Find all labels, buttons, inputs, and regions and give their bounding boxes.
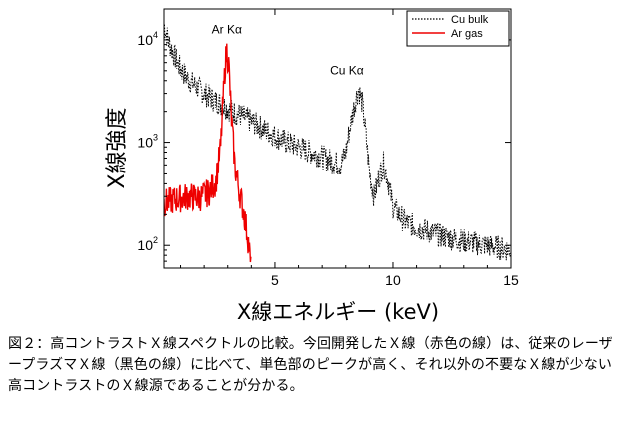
x-axis-label: X線エネルギー (keV) bbox=[237, 300, 439, 324]
y-tick-label: 103 bbox=[137, 133, 158, 151]
annotations: Ar Kα Cu Kα bbox=[212, 23, 364, 78]
x-tick-label: 10 bbox=[385, 272, 401, 288]
peak-annotation: Cu Kα bbox=[330, 64, 364, 78]
series-layer bbox=[164, 24, 511, 263]
plot-frame bbox=[163, 8, 512, 269]
ticks-layer: 5 10 15 102 103 104 bbox=[137, 8, 519, 288]
y-tick-label: 102 bbox=[137, 235, 158, 253]
legend-box bbox=[406, 10, 510, 47]
y-tick-label: 104 bbox=[137, 30, 158, 48]
legend-entry: Ar gas bbox=[451, 28, 483, 40]
y-axis-label: X線強度 bbox=[105, 107, 130, 188]
x-tick-label: 15 bbox=[503, 272, 519, 288]
peak-annotation: Ar Kα bbox=[212, 23, 242, 37]
series-line-cu-bulk bbox=[164, 24, 511, 261]
x-tick-label: 5 bbox=[271, 272, 279, 288]
legend-entry: Cu bulk bbox=[451, 14, 489, 26]
legend: Cu bulk Ar gas bbox=[406, 10, 510, 47]
figure-caption: 図２：高コントラストＸ線スペクトルの比較。今回開発したＸ線（赤色の線）は、従来の… bbox=[8, 336, 613, 394]
series-line-ar-gas bbox=[164, 43, 252, 263]
